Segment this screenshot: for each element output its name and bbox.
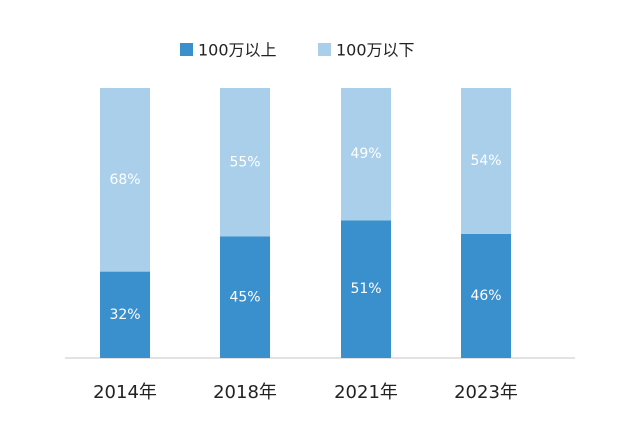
- value-label: 55%: [229, 154, 260, 170]
- value-label: 32%: [109, 307, 140, 323]
- value-label: 51%: [350, 281, 381, 297]
- value-label: 68%: [109, 172, 140, 188]
- legend-swatch: [180, 43, 193, 56]
- bar-segment: [220, 88, 270, 237]
- bar-segment: [341, 88, 391, 221]
- legend-swatch: [318, 43, 331, 56]
- bar-segment: [461, 233, 511, 358]
- bar-segment: [100, 271, 150, 358]
- x-tick-label: 2018年: [213, 382, 277, 403]
- value-label: 54%: [470, 153, 501, 169]
- legend-label: 100万以上: [198, 41, 277, 60]
- bar-segment: [461, 88, 511, 234]
- x-tick-label: 2023年: [454, 382, 518, 403]
- bar-segment: [220, 236, 270, 358]
- legend-label: 100万以下: [336, 41, 415, 60]
- value-label: 49%: [350, 146, 381, 162]
- x-tick-label: 2014年: [93, 382, 157, 403]
- value-label: 46%: [470, 288, 501, 304]
- bar-segment: [100, 88, 150, 272]
- value-label: 45%: [229, 289, 260, 305]
- x-tick-label: 2021年: [334, 382, 398, 403]
- bar-segment: [341, 220, 391, 358]
